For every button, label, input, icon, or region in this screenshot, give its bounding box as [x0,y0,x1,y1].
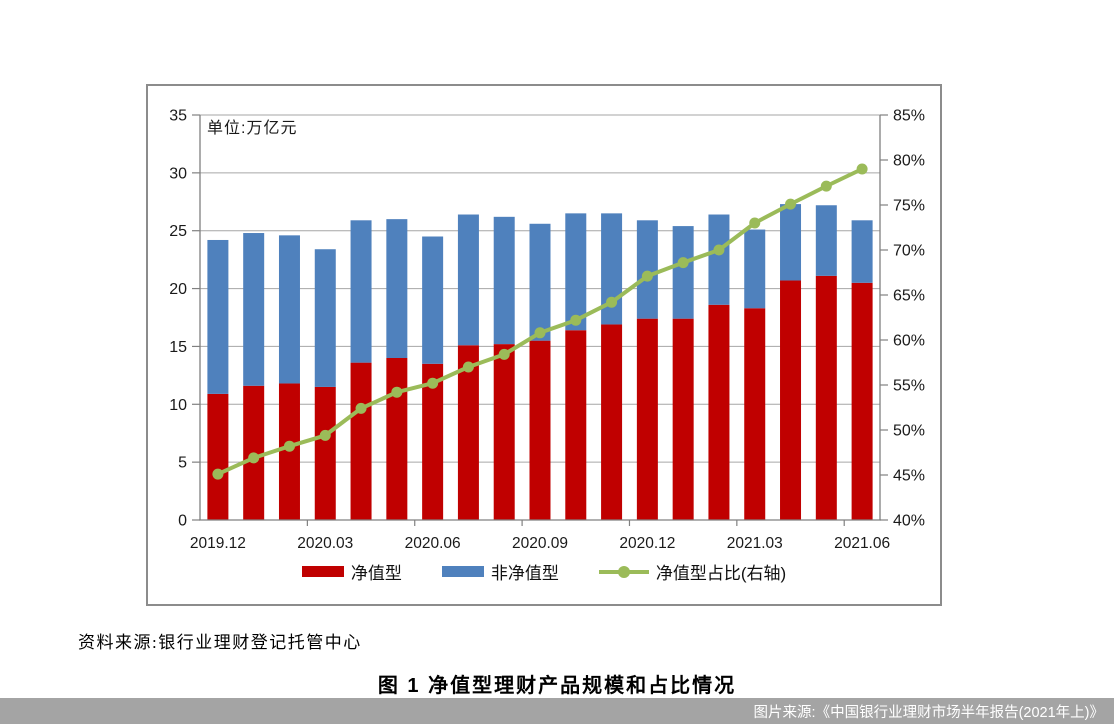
y-tick-label-right: 45% [893,468,925,485]
legend-bar-swatch [441,566,484,577]
line-marker [641,270,653,282]
bar-segment [636,220,658,319]
bar-segment [278,235,300,384]
bar-segment [780,280,802,520]
bar-segment [565,330,587,520]
bar-segment [350,220,372,363]
y-tick-label-right: 70% [893,243,925,260]
y-tick-label-left: 0 [178,513,187,530]
line-marker [856,163,868,175]
bar-segment [314,386,336,520]
y-tick-label-left: 35 [169,108,187,125]
line-marker [534,327,546,339]
bar-segment [672,318,694,520]
y-tick-label-left: 5 [178,455,187,472]
bar-segment [708,214,730,305]
y-tick-label-right: 75% [893,198,925,215]
y-tick-label-left: 10 [169,397,187,414]
x-tick-label: 2021.03 [727,535,783,552]
chart-legend: 净值型 非净值型 净值型占比(右轴) [148,559,940,584]
bar-segment [386,358,408,520]
line-marker [355,402,367,414]
bar-segment [851,282,873,520]
y-tick-label-right: 85% [893,108,925,125]
watermark-text: 图片来源:《中国银行业理财市场半年报告(2021年上)》 [753,704,1104,721]
bar-segment [744,308,766,520]
line-marker [820,180,832,192]
source-note: 资料来源:银行业理财登记托管中心 [78,633,362,652]
line-marker [749,217,761,229]
x-tick-label: 2020.06 [405,535,461,552]
bar-segment [457,345,479,520]
line-marker [391,386,403,398]
x-tick-label: 2021.06 [834,535,890,552]
legend-bar-swatch [301,566,344,577]
y-tick-label-left: 15 [169,339,187,356]
bar-segment [422,236,444,364]
legend-line-swatch [598,565,649,578]
y-tick-label-right: 80% [893,153,925,170]
bar-segment [493,344,515,520]
line-marker [713,244,725,256]
bar-segment [708,304,730,520]
bar-segment [243,233,265,386]
line-marker [677,257,689,269]
axis-unit-label: 单位:万亿元 [207,120,298,137]
line-marker [785,198,797,210]
bar-segment [457,214,479,346]
legend-item-2: 净值型占比(右轴) [598,559,787,584]
bar-segment [565,213,587,331]
bar-segment [636,318,658,520]
bar-segment [314,249,336,387]
line-marker [570,314,582,326]
legend-label: 非净值型 [490,564,559,583]
line-marker [427,377,439,389]
line-marker [462,361,474,373]
bar-segment [815,275,837,520]
y-tick-label-left: 20 [169,281,187,298]
y-tick-label-left: 30 [169,165,187,182]
line-marker [248,452,260,464]
y-tick-label-right: 55% [893,378,925,395]
bar-segment [780,204,802,281]
bar-segment [386,219,408,358]
bar-segment [744,229,766,309]
legend-item-1: 非净值型 [441,559,559,584]
bar-segment [493,216,515,345]
y-tick-label-right: 65% [893,288,925,305]
bar-segment [601,324,623,520]
bar-segment [278,383,300,520]
y-tick-label-right: 40% [893,513,925,530]
bar-segment [350,362,372,520]
x-tick-label: 2020.09 [512,535,568,552]
y-tick-label-left: 25 [169,223,187,240]
watermark-band: 图片来源:《中国银行业理财市场半年报告(2021年上)》 [0,698,1114,724]
figure-caption: 图 1 净值型理财产品规模和占比情况 [377,675,737,697]
bar-segment [422,363,444,520]
bar-segment [851,220,873,283]
bar-segment [207,239,229,394]
x-tick-label: 2020.03 [297,535,353,552]
line-marker [283,440,295,452]
line-marker [606,296,618,308]
y-tick-label-right: 50% [893,423,925,440]
x-tick-label: 2020.12 [619,535,675,552]
y-tick-label-right: 60% [893,333,925,350]
legend-item-0: 净值型 [301,559,402,584]
line-marker [498,348,510,360]
bar-segment [672,226,694,319]
bar-segment [529,223,551,341]
x-tick-label: 2019.12 [190,535,246,552]
legend-label: 净值型 [350,564,402,583]
legend-label: 净值型占比(右轴) [655,564,787,583]
bar-segment [207,393,229,520]
line-marker [212,468,224,480]
bar-segment [815,205,837,276]
line-marker [319,429,331,441]
bar-segment [529,340,551,520]
